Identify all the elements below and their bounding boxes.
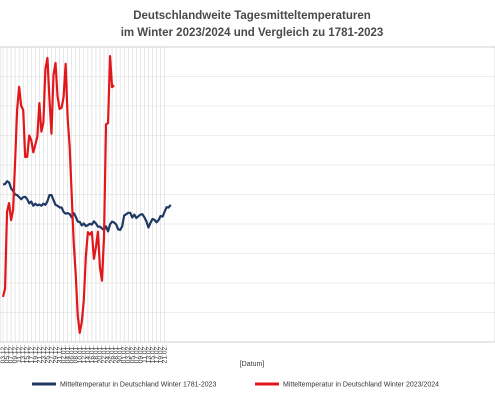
series-lines — [1, 55, 172, 334]
x-tick-label: 26.01. — [109, 345, 116, 364]
x-tick-label: 05.12. — [4, 345, 11, 364]
x-tick-label: 01.02. — [121, 345, 128, 364]
x-tick-label: 04.01. — [65, 345, 72, 364]
x-tick-label: 15.12. — [24, 345, 31, 364]
x-tick-label: 16.01. — [89, 345, 96, 364]
x-tick-label: 07.12. — [8, 345, 15, 364]
x-tick-label: 15.02. — [149, 345, 156, 364]
x-tick-label: 14.01. — [85, 345, 92, 364]
plot-area — [0, 46, 495, 343]
x-tick-label: 13.12. — [20, 345, 27, 364]
x-tick-label: 12.01. — [81, 345, 88, 364]
x-tick-label: 09.12. — [12, 345, 19, 364]
x-tick-label: 06.01. — [69, 345, 76, 364]
x-tick-label: 08.01. — [73, 345, 80, 364]
x-tick-label: 25.12. — [44, 345, 51, 364]
x-tick-label: 21.02. — [162, 345, 169, 364]
x-tick-label: 20.01. — [97, 345, 104, 364]
x-tick-label: 09.02. — [137, 345, 144, 364]
legend: Mitteltemperatur in Deutschland Winter 1… — [32, 382, 439, 389]
x-tick-label: 17.02. — [154, 345, 161, 364]
x-tick-label: 11.12. — [16, 345, 23, 363]
x-tick-label: 07.02. — [133, 345, 140, 364]
x-tick-label: 13.02. — [145, 345, 152, 364]
x-tick-label: 24.01. — [105, 345, 112, 364]
x-tick-label: 11.02. — [141, 345, 148, 363]
x-axis-label: [Datum] — [240, 361, 265, 368]
chart-title-line-2: im Winter 2023/2024 und Vergleich zu 178… — [121, 27, 384, 39]
x-tick-label: 22.01. — [101, 345, 108, 364]
x-tick-label: 27.12. — [48, 345, 55, 364]
x-tick-labels: 03.12.05.12.07.12.09.12.11.12.13.12.15.1… — [0, 345, 169, 364]
x-tick-label: 17.12. — [28, 345, 35, 364]
series-line-1 — [2, 180, 172, 233]
x-tick-label: 19.02. — [158, 345, 165, 364]
x-tick-label: 23.12. — [40, 345, 47, 364]
grid-lines — [0, 46, 495, 343]
x-tick-label: 29.12. — [53, 345, 60, 364]
chart-title-line-1: Deutschlandweite Tagesmitteltemperaturen — [133, 10, 371, 22]
x-tick-label: 19.12. — [32, 345, 39, 364]
x-tick-label: 05.02. — [129, 345, 136, 364]
x-tick-label: 03.12. — [0, 345, 7, 364]
series-line-2 — [1, 55, 115, 334]
x-tick-label: 21.12. — [36, 345, 43, 364]
x-tick-label: 03.02. — [125, 345, 132, 364]
legend-label-series-2: Mitteltemperatur in Deutschland Winter 2… — [283, 382, 439, 389]
x-tick-label: 30.01. — [117, 345, 124, 364]
x-tick-label: 28.01. — [113, 345, 120, 364]
x-tick-label: 02.01. — [61, 345, 68, 364]
x-tick-label: 31.12. — [57, 345, 64, 364]
x-tick-label: 10.01. — [77, 345, 84, 364]
x-tick-label: 18.01. — [93, 345, 100, 364]
legend-label-series-1: Mitteltemperatur in Deutschland Winter 1… — [60, 382, 217, 389]
